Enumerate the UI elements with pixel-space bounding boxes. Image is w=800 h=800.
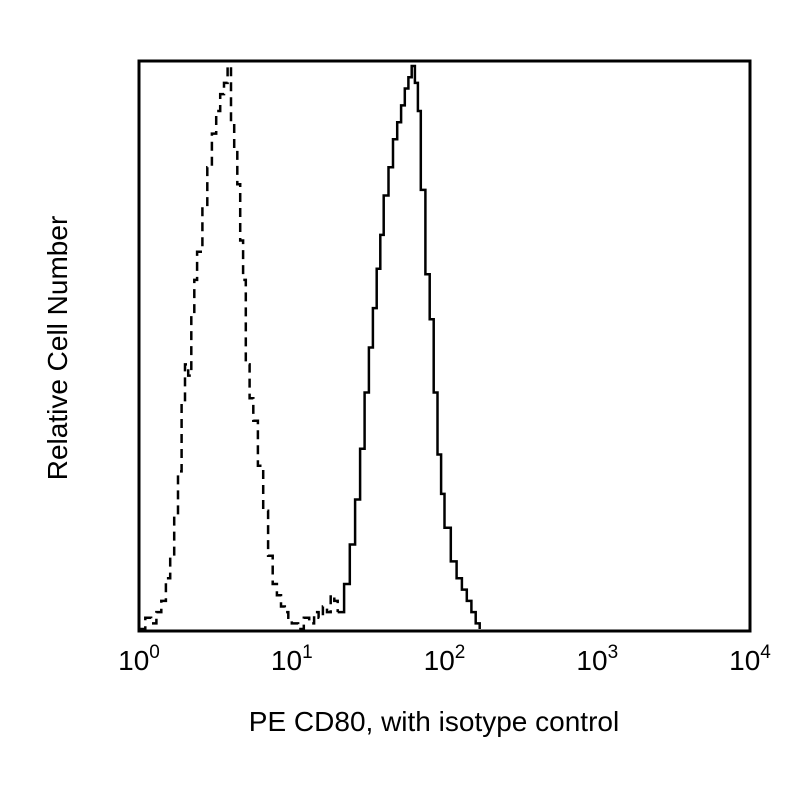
y-axis-label: Relative Cell Number (42, 216, 73, 481)
plot-frame (137, 59, 752, 633)
x-tick-label: 104 (729, 642, 771, 676)
x-tick-exponent: 0 (149, 642, 160, 663)
x-tick-base: 10 (271, 645, 302, 676)
x-tick-label: 102 (424, 642, 466, 676)
plot-background (139, 61, 750, 631)
x-tick-base: 10 (576, 645, 607, 676)
cd80-histogram (337, 64, 481, 629)
isotype-control-histogram (139, 64, 339, 631)
x-tick-label: 100 (118, 642, 160, 676)
x-tick-label: 103 (576, 642, 618, 676)
x-axis-label: PE CD80, with isotype control (249, 706, 619, 737)
x-tick-exponent: 2 (455, 642, 466, 663)
x-tick-exponent: 4 (760, 642, 771, 663)
x-tick-base: 10 (424, 645, 455, 676)
x-tick-exponent: 1 (302, 642, 313, 663)
series-layer (139, 64, 481, 631)
x-tick-labels: 100 101 102 103 104 (118, 642, 771, 676)
x-tick-base: 10 (118, 645, 149, 676)
x-tick-base: 10 (729, 645, 760, 676)
x-tick-exponent: 3 (608, 642, 619, 663)
x-tick-label: 101 (271, 642, 313, 676)
